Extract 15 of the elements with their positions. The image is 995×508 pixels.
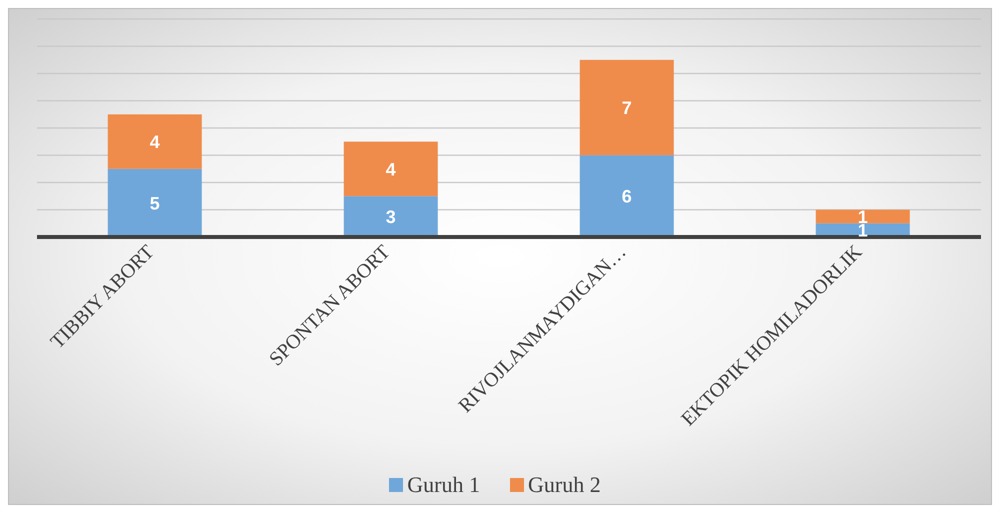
data-label: 7 bbox=[622, 98, 632, 118]
data-label: 3 bbox=[386, 206, 396, 227]
legend-label: Guruh 1 bbox=[407, 472, 480, 498]
bar bbox=[108, 114, 202, 169]
bar bbox=[816, 210, 910, 224]
data-label: 6 bbox=[622, 186, 632, 207]
data-label: 4 bbox=[386, 159, 396, 180]
legend-label: Guruh 2 bbox=[528, 472, 601, 498]
bar bbox=[344, 196, 438, 237]
bar bbox=[580, 60, 674, 156]
bar bbox=[344, 142, 438, 196]
data-label: 5 bbox=[150, 193, 160, 214]
bar bbox=[580, 155, 674, 237]
data-label: 4 bbox=[150, 132, 160, 152]
bar bbox=[108, 168, 202, 237]
